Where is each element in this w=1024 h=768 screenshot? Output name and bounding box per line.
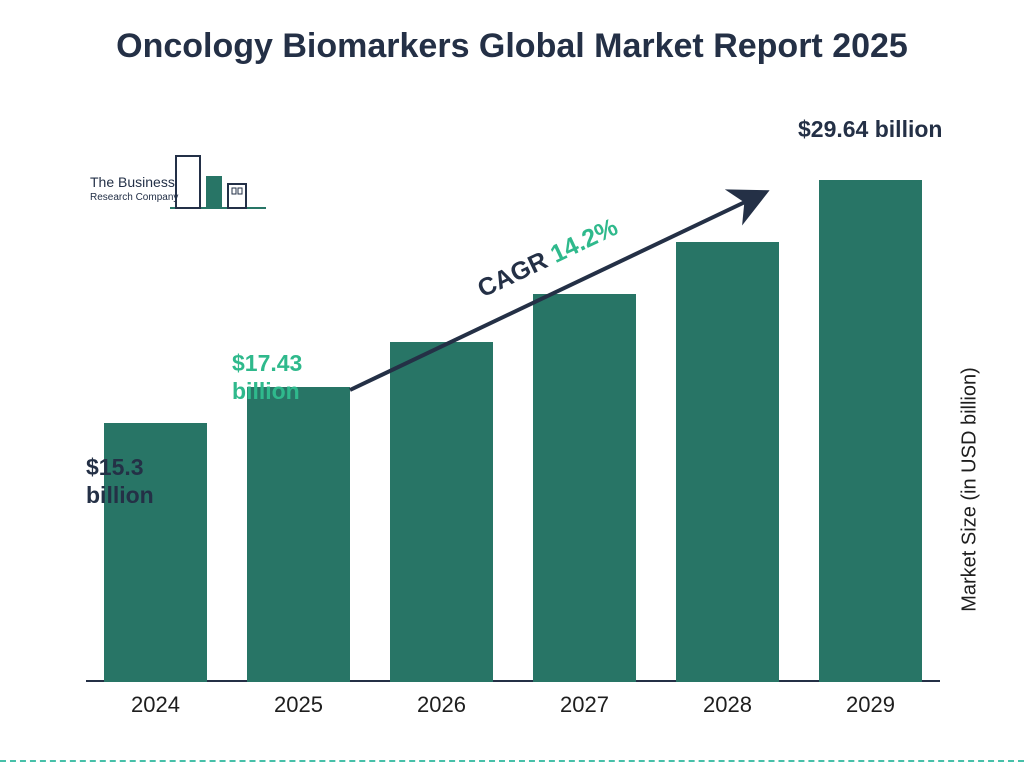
- y-axis-label: Market Size (in USD billion): [959, 360, 982, 620]
- x-tick-2025: 2025: [247, 692, 350, 718]
- x-tick-2024: 2024: [104, 692, 207, 718]
- value-label-1: $17.43 billion: [232, 350, 352, 405]
- chart-title: Oncology Biomarkers Global Market Report…: [0, 26, 1024, 67]
- bottom-dashed-divider: [0, 760, 1024, 762]
- chart-plot-area: [86, 140, 940, 682]
- bar-2029: [819, 180, 922, 682]
- bar-2025: [247, 387, 350, 682]
- chart-canvas: Oncology Biomarkers Global Market Report…: [0, 0, 1024, 768]
- x-tick-2029: 2029: [819, 692, 922, 718]
- x-tick-2028: 2028: [676, 692, 779, 718]
- x-axis-line: [86, 680, 940, 682]
- bar-2027: [533, 294, 636, 682]
- value-label-2: $29.64 billion: [798, 116, 978, 144]
- x-tick-2027: 2027: [533, 692, 636, 718]
- value-label-0: $15.3 billion: [86, 454, 206, 509]
- bar-2028: [676, 242, 779, 682]
- bar-2026: [390, 342, 493, 682]
- x-tick-2026: 2026: [390, 692, 493, 718]
